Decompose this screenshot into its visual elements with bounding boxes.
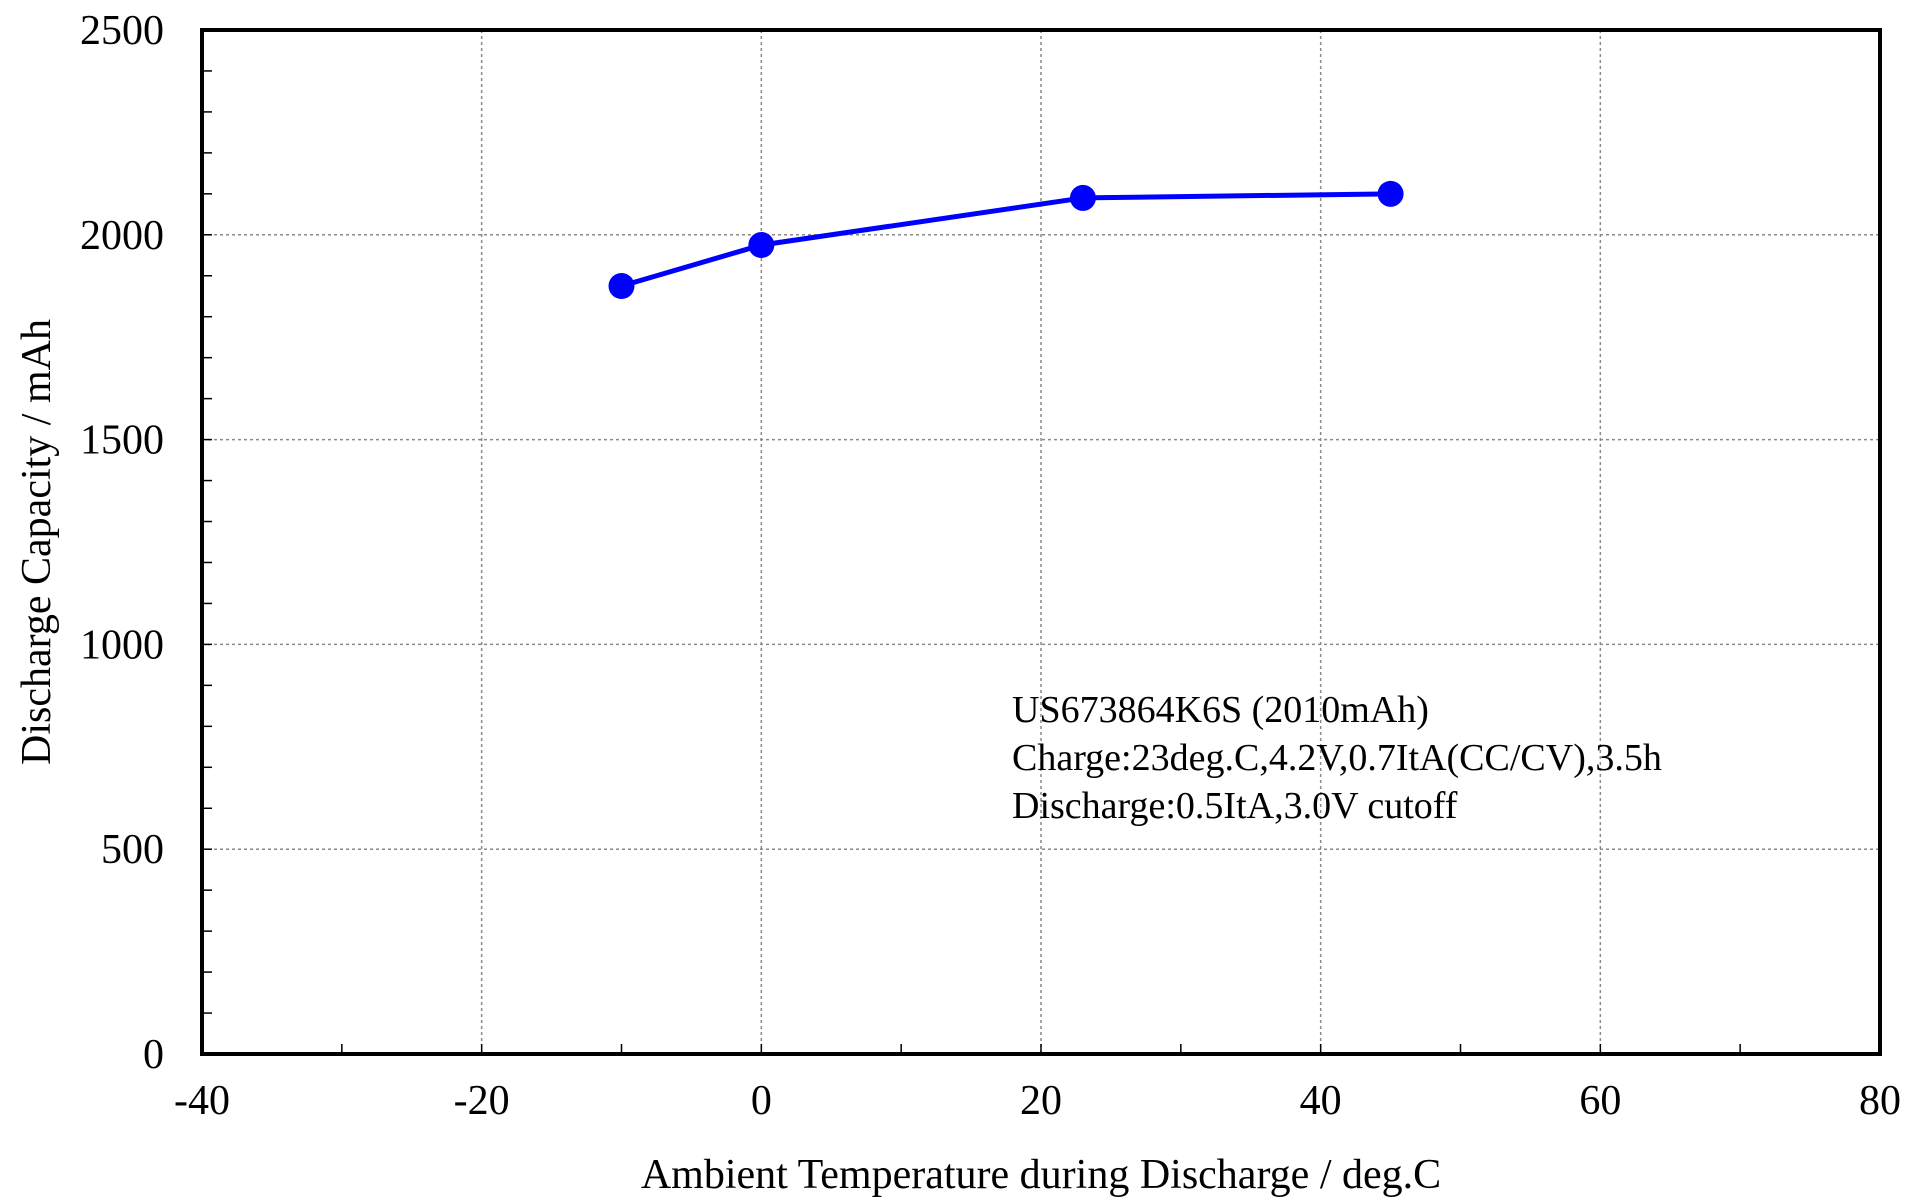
x-tick-label: 0 xyxy=(751,1078,772,1124)
y-tick-label: 1000 xyxy=(80,622,164,668)
data-point xyxy=(1069,184,1096,211)
data-point xyxy=(748,232,775,259)
x-tick-label: -20 xyxy=(454,1078,510,1124)
x-tick-label: 40 xyxy=(1300,1078,1342,1124)
x-tick-label: 60 xyxy=(1579,1078,1621,1124)
series-line xyxy=(620,191,1391,289)
x-axis-tick-labels: -40 -20 0 20 40 60 80 xyxy=(174,1078,1901,1124)
y-tick-label: 0 xyxy=(143,1032,164,1078)
y-tick-label: 1500 xyxy=(80,418,164,464)
y-axis-tick-labels: 0 500 1000 1500 2000 2500 xyxy=(80,8,164,1078)
chart-annotation: US673864K6S (2010mAh) Charge:23deg.C,4.2… xyxy=(1012,689,1662,827)
plot-area-frame xyxy=(200,28,1882,1056)
data-point xyxy=(1377,180,1404,207)
y-tick-label: 2500 xyxy=(80,8,164,54)
y-axis-label: Discharge Capacity / mAh xyxy=(14,319,60,765)
x-tick-label: 20 xyxy=(1020,1078,1062,1124)
x-axis-label: Ambient Temperature during Discharge / d… xyxy=(641,1152,1441,1198)
data-point xyxy=(608,273,635,299)
x-tick-label: -40 xyxy=(174,1078,230,1124)
annotation-discharge-conditions: Discharge:0.5ItA,3.0V cutoff xyxy=(1012,785,1458,827)
x-tick-label: 80 xyxy=(1859,1078,1901,1124)
series-layer xyxy=(608,180,1404,299)
y-tick-label: 500 xyxy=(101,827,164,873)
annotation-battery-model: US673864K6S (2010mAh) xyxy=(1012,689,1429,731)
y-tick-label: 2000 xyxy=(80,213,164,259)
grid-lines xyxy=(202,30,1880,1054)
annotation-charge-conditions: Charge:23deg.C,4.2V,0.7ItA(CC/CV),3.5h xyxy=(1012,737,1662,779)
